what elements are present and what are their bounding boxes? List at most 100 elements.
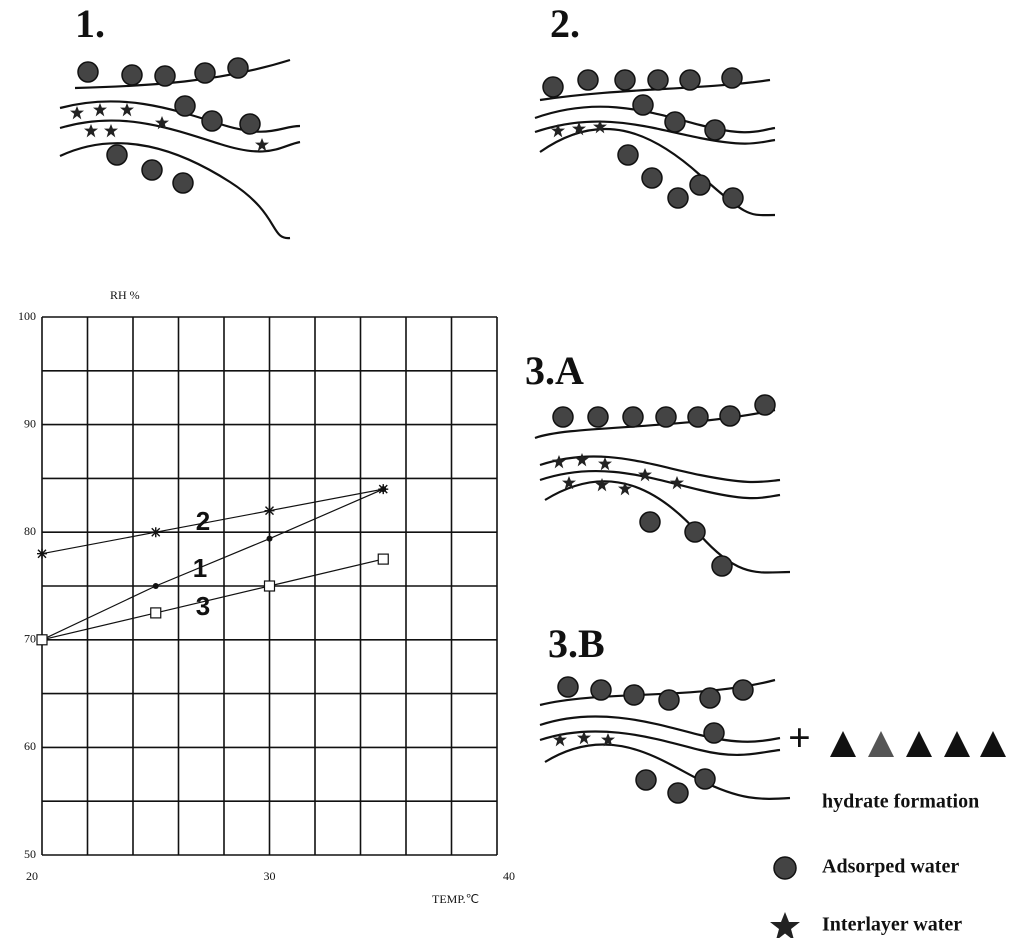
water-molecule bbox=[688, 407, 708, 427]
interlayer-star bbox=[598, 457, 612, 470]
rh-temperature-chart: 5060708090100203040RH %TEMP.℃123 bbox=[18, 288, 515, 906]
water-molecule bbox=[700, 688, 720, 708]
x-tick-label: 40 bbox=[503, 869, 515, 883]
water-molecule bbox=[723, 188, 743, 208]
layer-curve bbox=[75, 60, 290, 88]
point bbox=[151, 608, 161, 618]
hydrate-triangle bbox=[944, 731, 970, 757]
layer-curve bbox=[540, 731, 780, 754]
panel-label: 3.B bbox=[548, 621, 605, 666]
water-molecule bbox=[240, 114, 260, 134]
layer-curve bbox=[545, 481, 790, 572]
water-molecule bbox=[195, 63, 215, 83]
water-molecule bbox=[640, 512, 660, 532]
point bbox=[267, 536, 273, 542]
x-tick-label: 30 bbox=[264, 869, 276, 883]
panel-1-diagram: 1. bbox=[60, 1, 300, 238]
point bbox=[151, 527, 161, 537]
water-molecule bbox=[668, 783, 688, 803]
water-molecule bbox=[695, 769, 715, 789]
water-molecule bbox=[142, 160, 162, 180]
water-molecule bbox=[578, 70, 598, 90]
y-axis-label: RH % bbox=[110, 288, 140, 302]
layer-curve bbox=[540, 456, 780, 482]
plus-sign: + bbox=[788, 715, 811, 760]
series-line bbox=[42, 489, 383, 554]
water-molecule bbox=[656, 407, 676, 427]
interlayer-star bbox=[638, 468, 652, 481]
hydrate-triangle bbox=[868, 731, 894, 757]
legend-label: Interlayer water bbox=[822, 914, 962, 936]
point bbox=[153, 583, 159, 589]
water-molecule bbox=[690, 175, 710, 195]
water-molecule bbox=[685, 522, 705, 542]
interlayer-star bbox=[93, 103, 107, 116]
interlayer-star bbox=[104, 124, 118, 137]
water-molecule bbox=[543, 77, 563, 97]
water-molecule bbox=[155, 66, 175, 86]
water-molecule bbox=[648, 70, 668, 90]
layer-curve bbox=[60, 143, 290, 238]
water-molecule bbox=[712, 556, 732, 576]
y-tick-label: 100 bbox=[18, 309, 36, 323]
water-molecule bbox=[668, 188, 688, 208]
water-molecule bbox=[173, 173, 193, 193]
water-molecule bbox=[591, 680, 611, 700]
point bbox=[265, 581, 275, 591]
point bbox=[37, 635, 47, 645]
hydrate-triangle bbox=[906, 731, 932, 757]
legend-label: Adsorped water bbox=[822, 856, 959, 878]
water-molecule bbox=[642, 168, 662, 188]
layer-curve bbox=[545, 744, 790, 798]
x-tick-label: 20 bbox=[26, 869, 38, 883]
panel-2-diagram: 2. bbox=[535, 1, 775, 215]
interlayer-star bbox=[770, 912, 800, 938]
water-molecule bbox=[588, 407, 608, 427]
interlayer-star bbox=[84, 124, 98, 137]
point bbox=[378, 484, 388, 494]
series-label: 3 bbox=[196, 591, 210, 621]
interlayer-star bbox=[255, 138, 269, 151]
series-line bbox=[42, 559, 383, 640]
water-molecule bbox=[228, 58, 248, 78]
water-molecule bbox=[175, 96, 195, 116]
water-molecule bbox=[705, 120, 725, 140]
interlayer-star bbox=[70, 106, 84, 119]
y-tick-label: 60 bbox=[24, 739, 36, 753]
water-molecule bbox=[558, 677, 578, 697]
layer-curve bbox=[540, 716, 780, 741]
water-molecule bbox=[618, 145, 638, 165]
x-axis-label: TEMP.℃ bbox=[432, 892, 479, 906]
hydrate-triangle bbox=[980, 731, 1006, 757]
panel-label: 3.A bbox=[525, 348, 584, 393]
water-molecule bbox=[623, 407, 643, 427]
water-molecule bbox=[722, 68, 742, 88]
point bbox=[37, 549, 47, 559]
water-molecule bbox=[107, 145, 127, 165]
panel-3a-diagram: 3.A bbox=[525, 348, 790, 576]
water-molecule bbox=[665, 112, 685, 132]
water-molecule bbox=[615, 70, 635, 90]
interlayer-star bbox=[120, 103, 134, 116]
y-tick-label: 90 bbox=[24, 416, 36, 430]
water-molecule bbox=[704, 723, 724, 743]
hydrate-triangle bbox=[830, 731, 856, 757]
series-line bbox=[42, 489, 383, 640]
water-molecule bbox=[755, 395, 775, 415]
water-molecule bbox=[733, 680, 753, 700]
water-molecule bbox=[659, 690, 679, 710]
water-molecule bbox=[78, 62, 98, 82]
water-molecule bbox=[636, 770, 656, 790]
water-molecule bbox=[553, 407, 573, 427]
panel-label: 1. bbox=[75, 1, 105, 46]
interlayer-star bbox=[575, 453, 589, 466]
series-label: 1 bbox=[193, 553, 207, 583]
water-molecule bbox=[633, 95, 653, 115]
interlayer-star bbox=[595, 478, 609, 491]
panel-label: 2. bbox=[550, 1, 580, 46]
water-molecule bbox=[624, 685, 644, 705]
water-molecule bbox=[122, 65, 142, 85]
panel-3b-diagram: 3.B + bbox=[540, 621, 1006, 803]
water-molecule bbox=[680, 70, 700, 90]
water-molecule bbox=[202, 111, 222, 131]
